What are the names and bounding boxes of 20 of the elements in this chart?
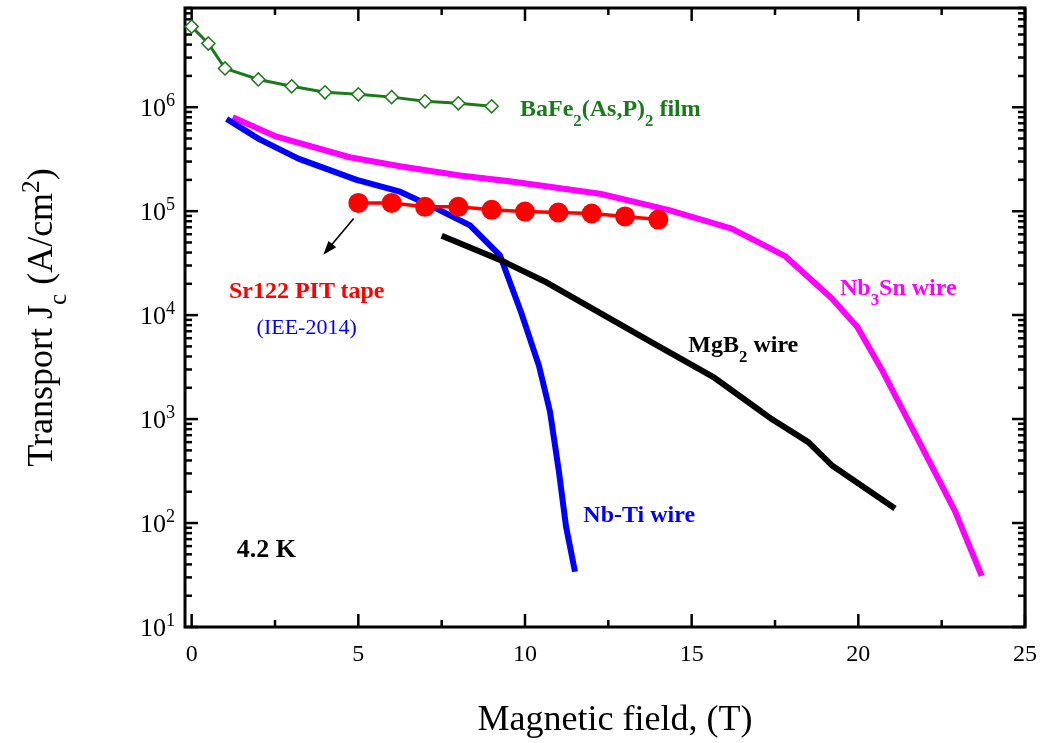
x-tick-label: 15 — [679, 640, 704, 666]
x-tick-label: 25 — [1013, 640, 1037, 666]
y-tick-label: 10$^{3}$ — [139, 402, 175, 435]
annotation: 4.2 K — [236, 533, 297, 563]
series-label: Nb$_{3}$Sn wire — [840, 274, 957, 309]
y-tick-label: 10$^{6}$ — [139, 90, 175, 123]
y-tick-label: 10$^{2}$ — [139, 506, 175, 539]
x-axis-title: Magnetic field, (T) — [477, 698, 753, 738]
series-label: Nb-Ti wire — [583, 500, 696, 527]
x-tick-label: 5 — [352, 640, 365, 666]
series-label: MgB$_{2}$ wire — [688, 330, 799, 366]
annotation: Sr122 PIT tape — [228, 276, 385, 303]
series-label: BaFe$_{2}$(As,P)$_{2}$ film — [520, 95, 701, 130]
x-tick-label: 0 — [185, 640, 198, 666]
y-tick-label: 10$^{1}$ — [139, 610, 175, 642]
y-tick-label: 10$^{4}$ — [139, 298, 175, 331]
y-tick-label: 10$^{5}$ — [139, 194, 175, 227]
x-tick-label: 20 — [846, 640, 871, 666]
x-tick-label: 10 — [513, 640, 537, 666]
annotation: (IEE-2014) — [256, 314, 357, 340]
